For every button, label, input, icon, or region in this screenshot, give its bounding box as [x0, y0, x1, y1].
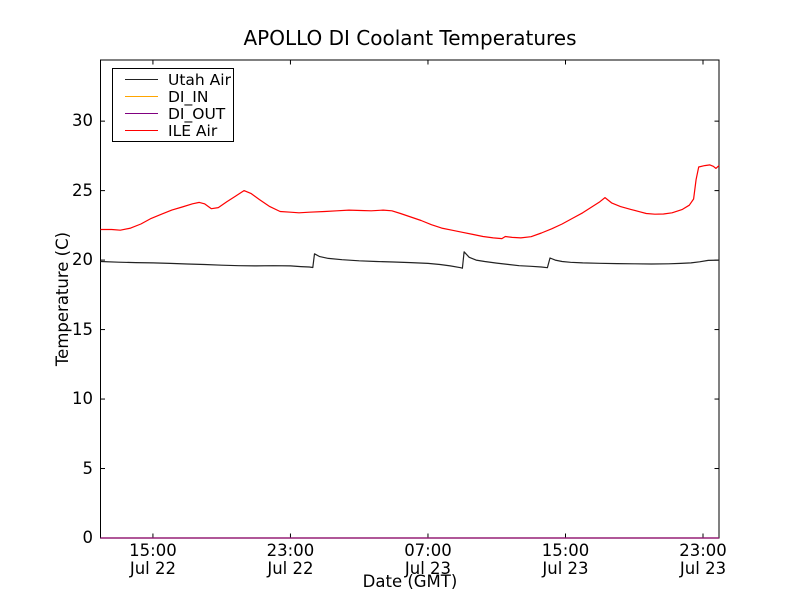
y-tick-label: 20	[72, 250, 93, 270]
chart-title: APOLLO DI Coolant Temperatures	[243, 26, 577, 50]
legend-line-sample	[125, 113, 158, 114]
x-tick-date: Jul 23	[404, 558, 452, 578]
x-tick-date: Jul 22	[267, 558, 314, 578]
x-tick-time: 23:00	[679, 541, 727, 560]
legend-entry-di-in: DI_IN	[113, 87, 233, 106]
x-tick-label: 15:00 Jul 23	[520, 542, 610, 577]
x-tick-label: 07:00 Jul 23	[383, 542, 473, 577]
legend-label: ILE Air	[168, 121, 218, 140]
legend-line-sample	[125, 79, 158, 80]
y-tick-label: 30	[72, 111, 93, 131]
y-tick-label: 25	[72, 180, 93, 200]
x-tick-time: 07:00	[404, 541, 452, 560]
legend-line-sample	[125, 96, 158, 97]
legend-entry-utah-air: Utah Air	[113, 70, 233, 89]
series-line-utah-air	[100, 251, 720, 269]
legend: Utah Air DI_IN DI_OUT ILE Air	[112, 68, 234, 142]
x-tick-label: 15:00 Jul 22	[108, 542, 198, 577]
legend-label: DI_IN	[168, 87, 209, 106]
legend-entry-ile-air: ILE Air	[113, 121, 233, 140]
x-tick-label: 23:00 Jul 22	[245, 542, 335, 577]
y-tick-label: 15	[72, 319, 93, 339]
x-tick-time: 23:00	[266, 541, 315, 560]
x-tick-date: Jul 23	[542, 558, 589, 578]
y-tick-label: 10	[72, 389, 93, 409]
x-axis-label: Date (GMT)	[362, 572, 458, 591]
legend-line-sample	[125, 130, 158, 131]
y-tick-label: 0	[82, 528, 94, 547]
x-tick-label: 23:00 Jul 23	[658, 542, 748, 577]
x-tick-time: 15:00	[129, 541, 177, 560]
y-tick-label: 5	[82, 458, 94, 478]
legend-label: DI_OUT	[168, 104, 226, 123]
x-tick-date: Jul 23	[679, 558, 727, 578]
series-line-ile-air	[100, 164, 720, 240]
x-tick-time: 15:00	[541, 541, 590, 560]
y-axis-label: Temperature (C)	[53, 231, 72, 367]
x-tick-date: Jul 22	[129, 558, 176, 578]
legend-entry-di-out: DI_OUT	[113, 104, 233, 123]
legend-label: Utah Air	[168, 70, 231, 89]
